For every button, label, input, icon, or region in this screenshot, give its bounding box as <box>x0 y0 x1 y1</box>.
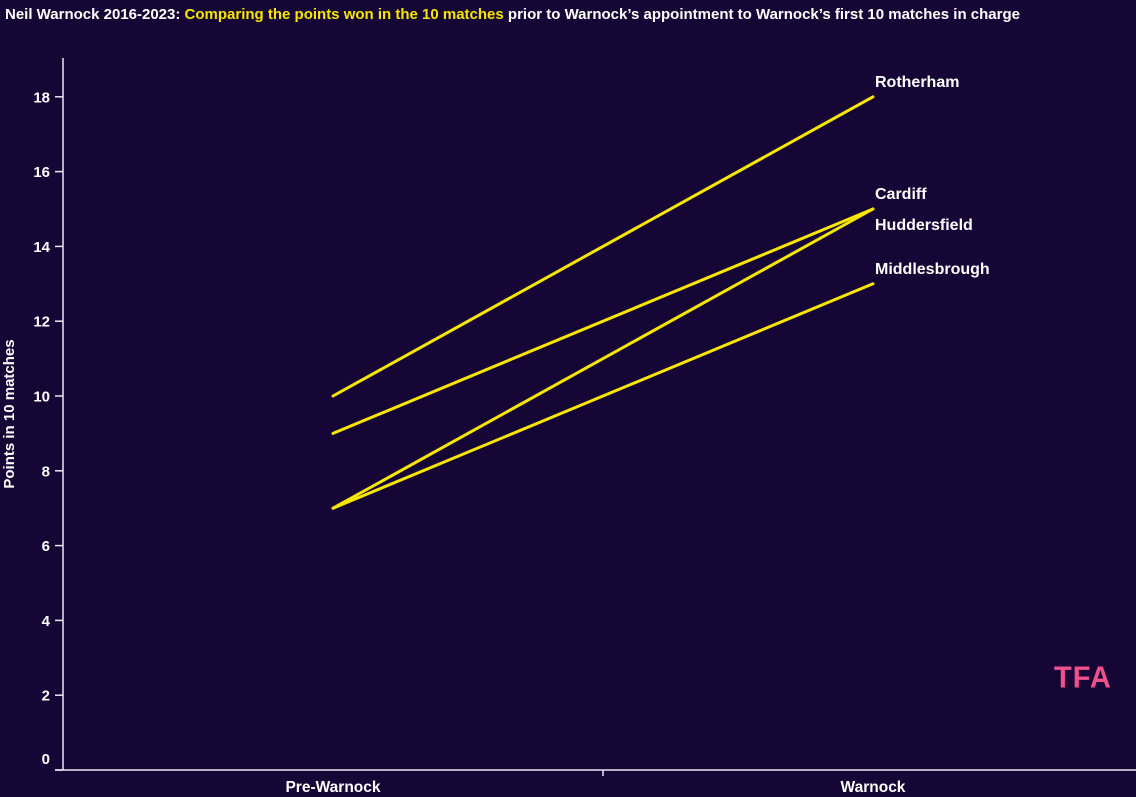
series-line-middlesbrough <box>331 282 875 510</box>
y-tick-label: 14 <box>33 239 50 256</box>
x-tick-label: Warnock <box>841 779 906 796</box>
chart-title-suffix: prior to Warnock’s appointment to Warnoc… <box>503 6 1020 23</box>
chart-title: Neil Warnock 2016-2023: Comparing the po… <box>5 4 1105 26</box>
y-tick-label: 6 <box>42 538 50 555</box>
series-line-huddersfield <box>331 207 875 510</box>
chart-title-highlight: Comparing the points won in the 10 match… <box>184 6 504 23</box>
series-label-rotherham: Rotherham <box>875 74 959 91</box>
series-line-rotherham <box>331 95 875 398</box>
y-tick-label: 8 <box>42 463 50 480</box>
series-label-huddersfield: Huddersfield <box>875 217 973 234</box>
y-tick-label: 4 <box>42 613 51 630</box>
y-tick-label: 10 <box>33 389 50 406</box>
chart-title-prefix: Neil Warnock 2016-2023: <box>5 6 185 23</box>
y-tick-label: 16 <box>33 164 50 181</box>
y-tick-label: 2 <box>42 688 50 705</box>
x-tick-label: Pre-Warnock <box>285 779 380 796</box>
series-label-middlesbrough: Middlesbrough <box>875 261 990 278</box>
y-tick-label: 0 <box>42 751 50 768</box>
tfa-logo: TFA <box>1054 661 1112 695</box>
y-tick-label: 18 <box>33 89 50 106</box>
y-axis-title: Points in 10 matches <box>1 339 18 488</box>
series-line-cardiff <box>331 207 875 435</box>
series-label-cardiff: Cardiff <box>875 186 927 203</box>
y-tick-label: 12 <box>33 314 50 331</box>
